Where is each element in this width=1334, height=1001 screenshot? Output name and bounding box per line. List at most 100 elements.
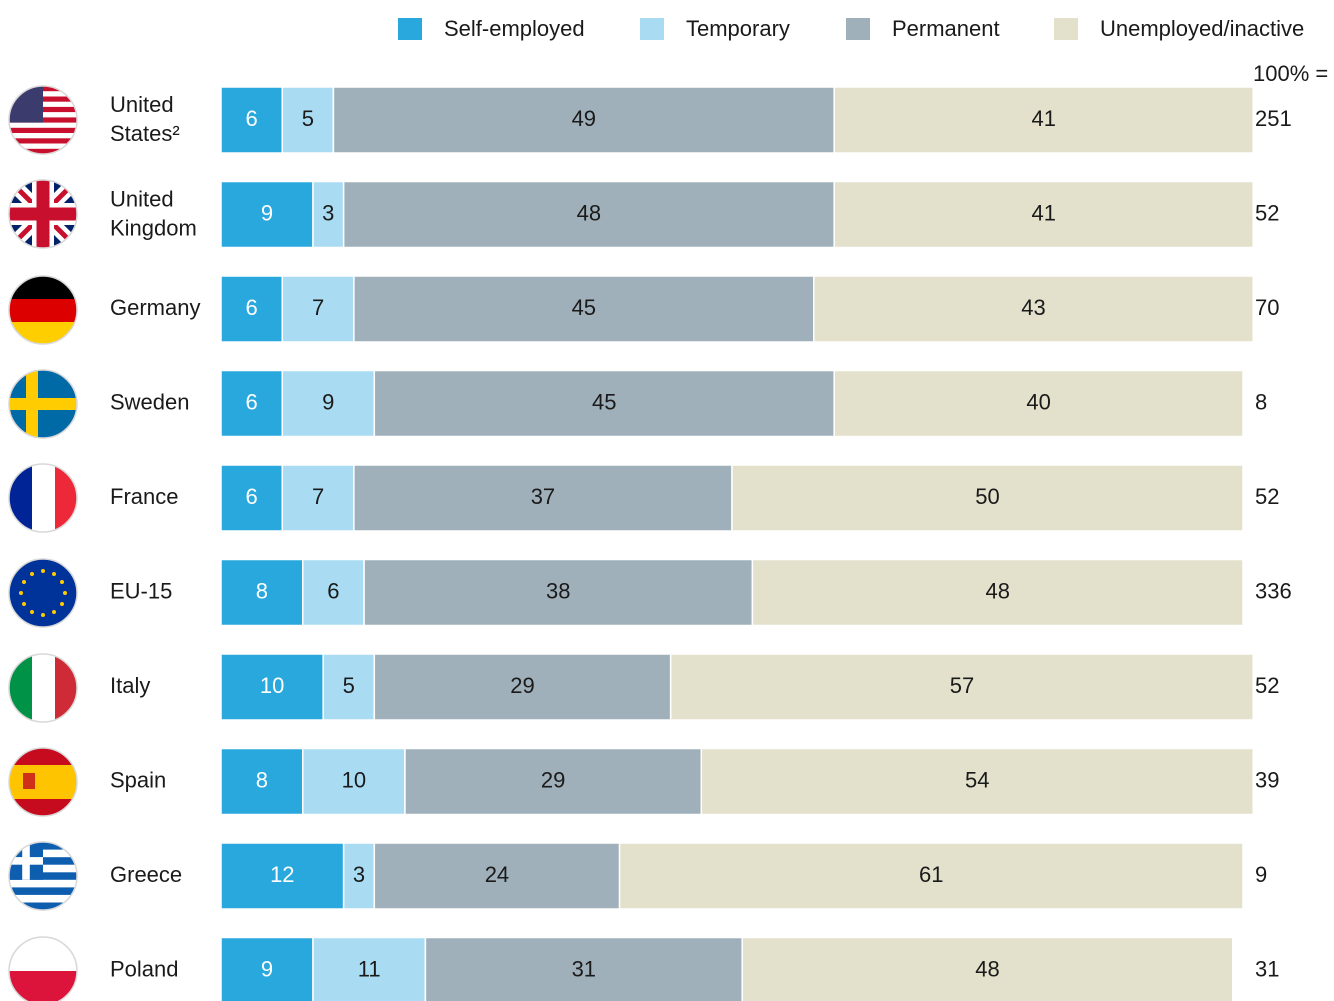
total-label: 52 [1255,673,1279,698]
flag-outlines [8,85,78,1001]
bar-segment [373,842,621,910]
category-label: United States² [110,92,180,146]
value-label: 43 [1021,295,1045,320]
value-label: 61 [919,862,943,887]
bar-segment [373,653,672,721]
value-label: 7 [312,295,324,320]
value-label: 6 [327,578,339,603]
total-label: 52 [1255,200,1279,225]
total-label: 39 [1255,767,1279,792]
total-label: 31 [1255,956,1279,981]
value-label: 3 [353,862,365,887]
bar-segment [220,558,304,627]
value-label: 6 [246,295,258,320]
bar-segment [404,747,703,816]
value-label: 7 [312,484,324,509]
bar-segment [220,936,314,1001]
category-label: Germany [110,295,200,320]
legend-swatch [1054,18,1078,40]
bar-segment [700,747,1254,816]
legend-label: Unemployed/inactive [1100,16,1304,41]
value-label: 9 [261,956,273,981]
total-label: 336 [1255,578,1292,603]
bar-segment [833,86,1254,154]
value-label: 11 [358,956,381,981]
total-label: 9 [1255,862,1267,887]
value-label: 5 [343,673,355,698]
bar-segment [342,180,835,249]
legend-swatch [398,18,422,40]
value-label: 5 [302,106,314,131]
bar-segment [741,936,1234,1001]
category-label: Poland [110,956,179,981]
value-label: 9 [261,200,273,225]
flag-greece [9,842,77,910]
value-label: 8 [256,578,268,603]
value-label: 6 [246,389,258,414]
bar-segment [220,842,345,910]
value-label: 41 [1031,200,1055,225]
value-label: 12 [270,862,294,887]
bar-segment [302,747,406,816]
bar-segment [833,369,1244,438]
legend-label: Self-employed [444,16,585,41]
totals-header: 100% = [1253,61,1328,86]
category-label: Greece [110,862,182,887]
value-label: 48 [985,578,1009,603]
flag-spain [9,748,77,816]
value-label: 29 [510,673,534,698]
bar-segment [363,558,754,627]
total-label: 8 [1255,389,1267,414]
value-label: 40 [1026,389,1050,414]
flag-sweden [9,370,77,438]
value-label: 49 [572,106,596,131]
value-label: 6 [246,484,258,509]
bar-segment [281,464,355,532]
flag-france [9,464,77,532]
value-label: 50 [975,484,999,509]
bar-segment [220,180,314,249]
flag-germany [9,276,77,344]
value-label: 8 [256,767,268,792]
value-label: 37 [531,484,555,509]
value-label: 54 [965,767,989,792]
category-label: Italy [110,673,150,698]
value-label: 45 [592,389,616,414]
legend-label: Permanent [892,16,1000,41]
category-label: Spain [110,767,166,792]
bar-segment [342,842,376,910]
value-label: 9 [322,389,334,414]
flag-italy [9,654,77,722]
category-label: Sweden [110,389,190,414]
value-label: 48 [975,956,999,981]
value-label: 3 [322,200,334,225]
flag-uk [9,180,77,248]
category-label: France [110,484,178,509]
bar-segment [312,180,345,249]
value-label: 48 [577,200,601,225]
legend-swatch [846,18,870,40]
value-label: 38 [546,578,570,603]
value-label: 6 [246,106,258,131]
bar-segment [813,275,1254,343]
flag-eu [9,559,77,627]
total-label: 70 [1255,295,1279,320]
bar-segment [618,842,1244,910]
bar-segment [220,464,284,532]
value-label: 41 [1031,106,1055,131]
category-label: United Kingdom [110,186,197,240]
legend-swatch [640,18,664,40]
value-label: 24 [485,862,509,887]
bar-segment [669,653,1254,721]
value-label: 10 [260,673,284,698]
bar-segment [833,180,1254,249]
bar-segment [731,464,1244,532]
bar-segment [220,275,284,343]
value-label: 45 [572,295,596,320]
value-label: 57 [950,673,974,698]
bar-segment [322,653,376,721]
total-label: 251 [1255,106,1292,131]
bar-segment [353,464,733,532]
total-label: 52 [1255,484,1279,509]
